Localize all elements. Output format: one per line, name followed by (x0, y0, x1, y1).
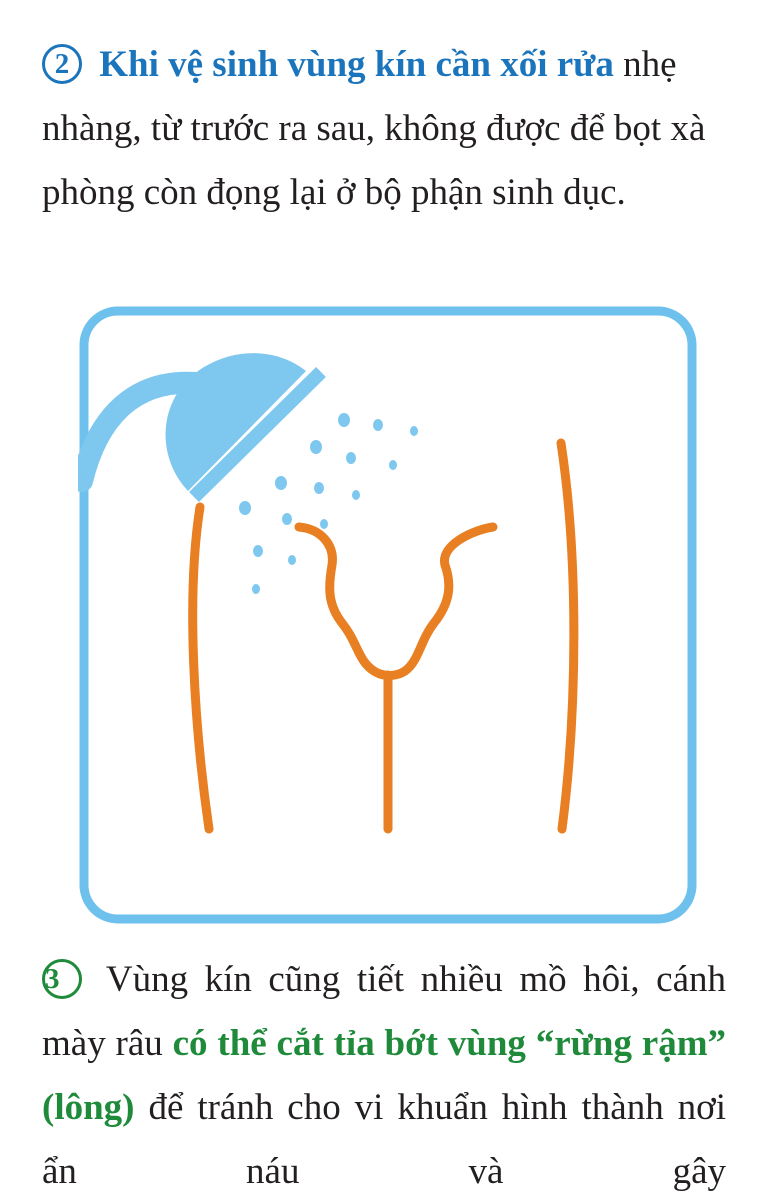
section-2-paragraph: 2 Khi vệ sinh vùng kín cần xối rửa nhẹ n… (42, 33, 726, 225)
shower-hose (78, 371, 207, 492)
section-3-text-before: Vùng kín cũng tiết nhiều mồ hôi, cánh mà… (42, 959, 726, 1064)
section-3-text-after: để tránh cho vi khuẩn hình thành nơi ẩn … (42, 1087, 726, 1192)
section-3-highlight: có thể cắt tỉa bớt vùng “rừng rậm” (lông… (42, 1023, 727, 1128)
step-number-badge: 2 (42, 44, 82, 84)
shower-head-icon (165, 353, 306, 491)
illustration-frame (79, 306, 697, 924)
section-3-paragraph: 3 Vùng kín cũng tiết nhiều mồ hôi, cánh … (42, 948, 726, 1204)
shower-head-rim (189, 367, 326, 502)
section-2-body: nhẹ nhàng, từ trước ra sau, không được đ… (42, 44, 706, 213)
water-drops (239, 413, 418, 594)
step-number-badge: 3 (42, 959, 82, 999)
body-outline (188, 438, 579, 834)
groin-curve (294, 522, 498, 680)
section-2-highlight: Khi vệ sinh vùng kín cần xối rửa (99, 44, 614, 85)
right-hip-line (556, 438, 579, 834)
shower-washing-illustration (78, 306, 697, 924)
left-hip-line (188, 502, 214, 834)
